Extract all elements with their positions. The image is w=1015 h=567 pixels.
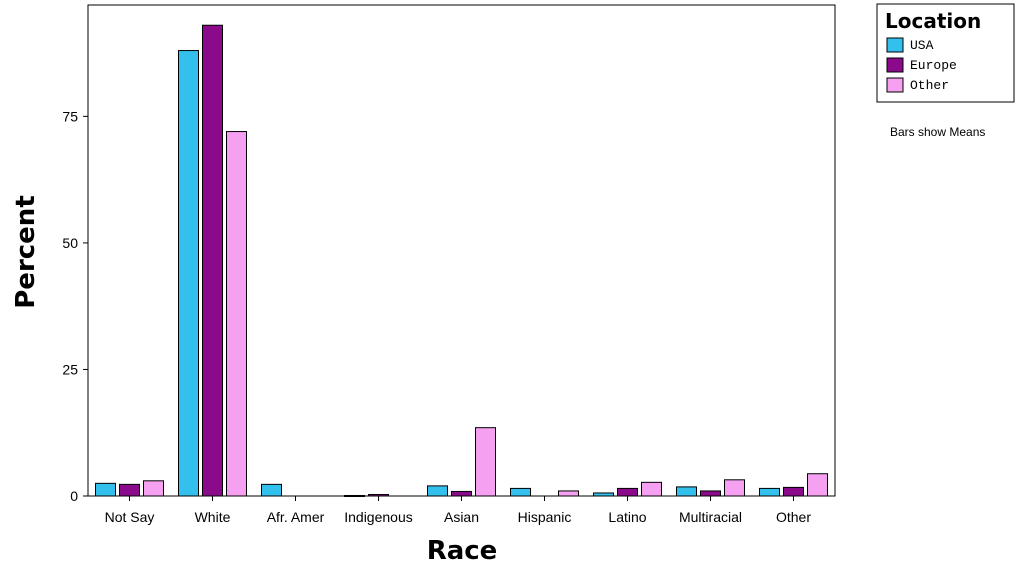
bar-other-5 [558,490,579,497]
legend-swatch-europe [886,57,904,73]
legend-swatch-other [886,77,904,93]
bar-europe-4 [451,490,472,497]
bar-europe-6 [617,487,638,497]
x-tick-label: Afr. Amer [267,509,325,525]
x-tick-label: Multiracial [679,509,742,525]
x-tick-label: Asian [444,509,479,525]
bar-usa-5 [510,487,531,497]
y-tick-label: 50 [62,235,78,251]
legend-items: USA Europe Other [886,37,957,93]
bars-group [95,24,828,497]
y-tick-label: 75 [62,108,78,124]
bar-other-0 [143,480,164,497]
legend-label-europe: Europe [910,58,957,73]
bar-europe-3 [368,493,389,497]
x-tick-label: White [195,509,231,525]
bar-other-7 [724,479,745,497]
y-axis: 0 25 50 75 [62,108,88,504]
legend-title: Location [885,9,981,33]
legend-swatch-usa [886,37,904,53]
bar-usa-4 [427,485,448,497]
x-tick-label: Latino [608,509,646,525]
chart-note: Bars show Means [890,125,985,139]
bar-usa-2 [261,483,282,497]
bar-other-8 [807,473,828,497]
bar-usa-7 [676,486,697,497]
bar-other-4 [475,427,496,497]
bar-europe-1 [202,24,223,497]
plot-area [87,4,836,497]
bar-europe-0 [119,483,140,497]
x-tick-label: Hispanic [518,509,572,525]
x-axis: Not Say White Afr. Amer Indigenous Asian Hisp… [105,496,811,525]
bar-usa-1 [178,50,199,497]
y-tick-label: 25 [62,361,78,377]
x-tick-label: Not Say [105,509,155,525]
bar-europe-7 [700,490,721,497]
x-tick-label: Other [776,509,811,525]
x-tick-label: Indigenous [344,509,413,525]
bar-usa-8 [759,487,780,497]
bar-other-6 [641,481,662,497]
legend-label-usa: USA [910,38,934,53]
bar-usa-0 [95,482,116,497]
x-axis-title: Race [427,536,498,566]
y-tick-label: 0 [70,488,78,504]
bar-usa-3 [344,494,365,497]
bar-usa-6 [593,492,614,497]
y-axis-title: Percent [11,195,41,309]
bar-other-1 [226,131,247,497]
legend: Location USA Europe Other [876,3,1015,103]
bar-europe-8 [783,486,804,497]
legend-label-other: Other [910,78,949,93]
